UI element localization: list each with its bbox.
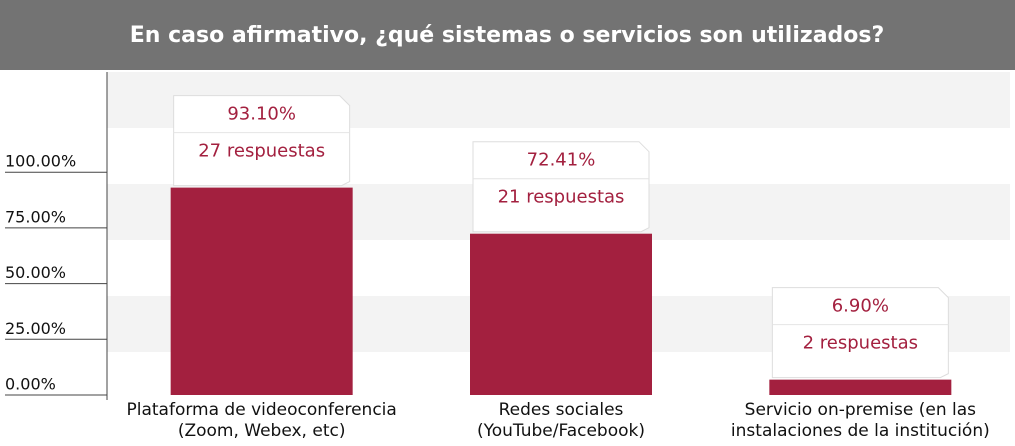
responses-label: 2 respuestas [803, 333, 918, 354]
bar [470, 233, 652, 395]
header [0, 0, 1015, 70]
bar [769, 379, 952, 395]
bar [170, 187, 353, 395]
x-tick-label: Redes sociales (YouTube/Facebook) [477, 400, 645, 441]
y-tick-label: 75.00% [5, 207, 66, 226]
responses-label: 21 respuestas [498, 187, 625, 208]
value-label: 6.90% [832, 296, 889, 317]
y-tick-label: 100.00% [5, 152, 76, 171]
responses-label: 27 respuestas [198, 141, 325, 162]
value-label: 93.10% [227, 104, 296, 125]
value-label: 72.41% [527, 150, 596, 171]
x-tick-label: Plataforma de videoconferencia (Zoom, We… [126, 400, 397, 441]
chart-title: En caso afirmativo, ¿qué sistemas o serv… [130, 23, 885, 48]
x-tick-label: Servicio on-premise (en las instalacione… [730, 400, 990, 441]
y-tick-label: 25.00% [5, 319, 66, 338]
label-box [173, 95, 351, 187]
label-box [771, 287, 949, 379]
y-tick-label: 0.00% [5, 375, 56, 394]
y-tick-label: 50.00% [5, 263, 66, 282]
label-box [472, 141, 650, 233]
